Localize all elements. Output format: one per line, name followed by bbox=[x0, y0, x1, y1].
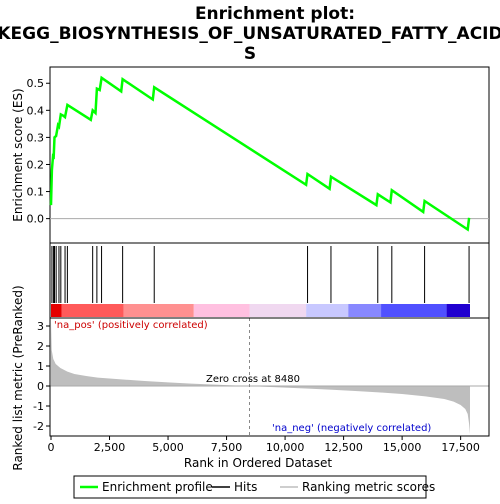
metric-x-tick-label: 10,000 bbox=[266, 441, 305, 454]
legend: Enrichment profile Hits Ranking metric s… bbox=[73, 475, 435, 499]
es-y-tick-label: 0.5 bbox=[27, 77, 45, 90]
metric-x-tick-label: 15,000 bbox=[383, 441, 422, 454]
legend-frame bbox=[73, 475, 427, 499]
legend-hits-label: Hits bbox=[234, 480, 257, 494]
color-bar-segment bbox=[249, 304, 307, 317]
zero-cross-annotation: Zero cross at 8480 bbox=[206, 374, 300, 385]
metric-panel: -2 -1 0 1 2 3 0 2,500 5,000 7,500 10,000 12,500 15,… bbox=[11, 285, 490, 471]
metric-y-tick-label: 0 bbox=[37, 380, 44, 393]
metric-y-tick-label: 2 bbox=[37, 340, 44, 353]
title-line-3: S bbox=[244, 44, 256, 64]
metric-x-axis-label: Rank in Ordered Dataset bbox=[184, 456, 332, 470]
es-profile-line bbox=[49, 75, 471, 232]
metric-y-axis-label: Ranked list metric (PreRanked) bbox=[11, 285, 25, 470]
hits-panel bbox=[49, 242, 490, 319]
metric-y-tick-label: 1 bbox=[37, 360, 44, 373]
metric-x-tick-label: 0 bbox=[48, 441, 55, 454]
metric-x-tick-label: 7,500 bbox=[211, 441, 243, 454]
metric-y-tick-label: 3 bbox=[37, 320, 44, 333]
metric-x-tick-label: 12,500 bbox=[324, 441, 363, 454]
metric-y-ticks: -2 -1 0 1 2 3 bbox=[33, 320, 50, 433]
es-panel: 0.0 0.1 0.2 0.3 0.4 0.5 Enrichment score (ES) bbox=[11, 66, 490, 244]
metric-x-tick-label: 2,500 bbox=[94, 441, 126, 454]
metric-y-tick-label: -1 bbox=[33, 400, 44, 413]
es-y-tick-label: 0.4 bbox=[27, 104, 45, 117]
metric-x-ticks: 0 2,500 5,000 7,500 10,000 12,500 15,000 17,500 bbox=[48, 436, 480, 454]
color-bar-segment bbox=[348, 304, 382, 317]
title-line-2: KEGG_BIOSYNTHESIS_OF_UNSATURATED_FATTY_A… bbox=[0, 24, 500, 44]
es-y-axis-label: Enrichment score (ES) bbox=[11, 88, 25, 221]
pos-annotation: 'na_pos' (positively correlated) bbox=[54, 320, 208, 331]
hit-markers bbox=[51, 246, 470, 303]
neg-annotation: 'na_neg' (negatively correlated) bbox=[272, 423, 431, 434]
es-y-tick-label: 0.1 bbox=[27, 186, 45, 199]
metric-x-tick-label: 5,000 bbox=[152, 441, 184, 454]
legend-es-label: Enrichment profile bbox=[102, 480, 213, 494]
es-panel-frame bbox=[49, 66, 490, 244]
color-bar-segment bbox=[123, 304, 194, 317]
color-bar-segment bbox=[446, 304, 470, 317]
title-line-1: Enrichment plot: bbox=[195, 4, 355, 24]
metric-x-tick-label: 17,500 bbox=[441, 441, 480, 454]
es-y-tick-label: 0.0 bbox=[27, 213, 45, 226]
color-bar-segment bbox=[61, 304, 124, 317]
metric-y-tick-label: -2 bbox=[33, 420, 44, 433]
color-bar-segment bbox=[193, 304, 250, 317]
metric-panel-frame bbox=[49, 317, 490, 437]
legend-metric-label: Ranking metric scores bbox=[302, 480, 435, 494]
es-y-tick-label: 0.2 bbox=[27, 158, 45, 171]
color-bar-segment bbox=[306, 304, 349, 317]
es-y-tick-label: 0.3 bbox=[27, 131, 45, 144]
es-y-ticks: 0.0 0.1 0.2 0.3 0.4 0.5 bbox=[27, 77, 50, 226]
color-bar-segment bbox=[51, 304, 62, 317]
rank-color-bar bbox=[51, 304, 470, 317]
color-bar-segment bbox=[381, 304, 447, 317]
